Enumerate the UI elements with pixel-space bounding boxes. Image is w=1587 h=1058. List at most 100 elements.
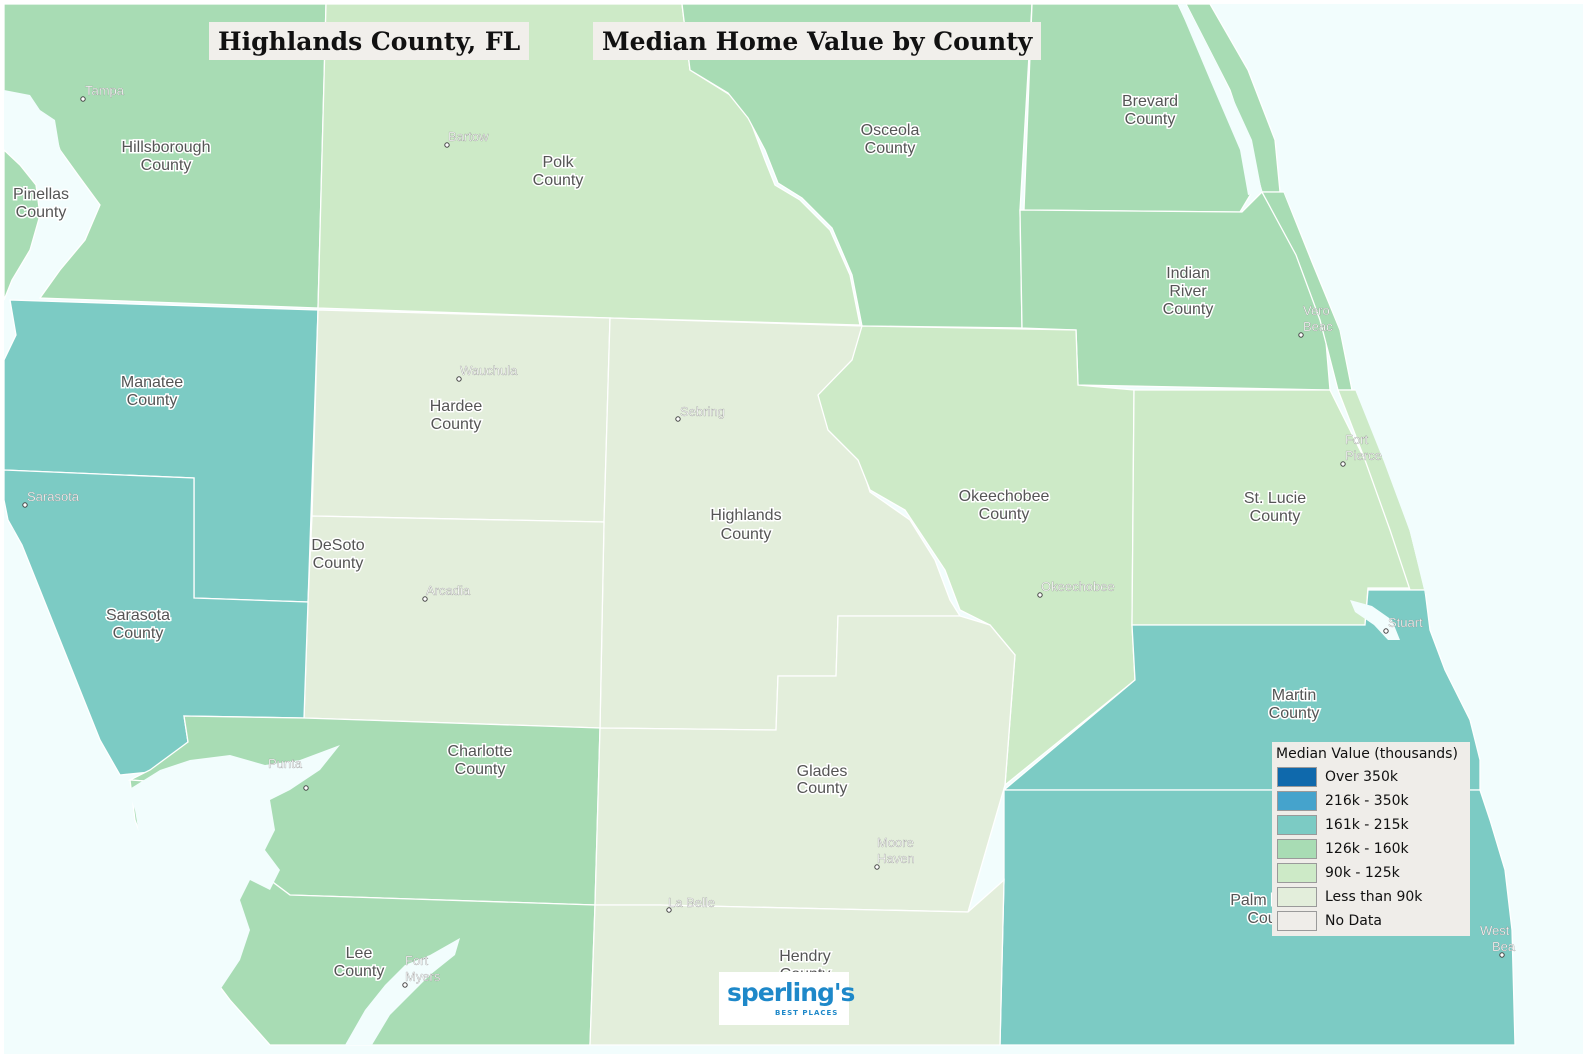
tampa-bay-water [4, 90, 95, 298]
city-marker-fort-pierce [1340, 461, 1346, 467]
city-label-fort-myers-1: Fort [405, 953, 429, 968]
label-indian-river-1: Indian [1166, 265, 1210, 282]
city-markers [22, 96, 1505, 988]
city-marker-sarasota [22, 502, 28, 508]
legend-swatch [1277, 839, 1317, 859]
label-hillsborough-1: Hillsborough [122, 139, 211, 156]
city-label-vero-2: Beac [1303, 319, 1333, 334]
label-charlotte-1: Charlotte [448, 743, 513, 760]
legend-swatch [1277, 887, 1317, 907]
county-martin[interactable] [1002, 589, 1481, 791]
city-marker-west-palm [1499, 952, 1505, 958]
legend-label: 216k - 350k [1325, 793, 1409, 809]
label-okeechobee-2: County [979, 506, 1030, 523]
legend-title: Median Value (thousands) [1276, 746, 1458, 762]
label-indian-river-3: County [1163, 301, 1214, 318]
legend-label: Over 350k [1325, 769, 1398, 785]
legend-swatch [1277, 911, 1317, 931]
label-osceola-1: Osceola [861, 122, 920, 139]
label-okeechobee-1: Okeechobee [959, 488, 1050, 505]
legend-label: 90k - 125k [1325, 865, 1400, 881]
city-marker-stuart [1383, 628, 1389, 634]
county-title-text: Highlands County, FL [218, 26, 521, 56]
city-labels: Tampa Bartow Wauchula Sebring Sarasota A… [27, 83, 1516, 984]
label-charlotte-2: County [455, 761, 506, 778]
legend-label: No Data [1325, 913, 1382, 929]
map-title: Median Home Value by County [593, 22, 1042, 60]
label-glades-1: Glades [797, 763, 848, 780]
city-label-sarasota: Sarasota [27, 489, 80, 504]
city-marker-moore-haven [874, 864, 880, 870]
sarasota-bay-water [4, 520, 100, 768]
label-highlands-2: County [721, 526, 772, 543]
city-label-tampa: Tampa [85, 83, 125, 98]
label-brevard-2: County [1125, 111, 1176, 128]
label-desoto-2: County [313, 555, 364, 572]
legend-item: 126k - 160k [1277, 838, 1409, 860]
city-marker-sebring [675, 416, 681, 422]
label-hardee-1: Hardee [430, 398, 483, 415]
city-label-la-belle: La Belle [668, 895, 715, 910]
logo-brand: sperling's [727, 978, 855, 1007]
label-manatee-2: County [127, 392, 178, 409]
legend-item: Over 350k [1277, 766, 1398, 788]
city-label-arcadia: Arcadia [426, 583, 471, 598]
label-desoto-1: DeSoto [311, 537, 364, 554]
legend-item: No Data [1277, 910, 1382, 932]
label-palm-beach-2: Cou [1247, 910, 1276, 927]
caloosahatchee-water [345, 938, 460, 1045]
legend-item: 161k - 215k [1277, 814, 1409, 836]
legend-swatch [1277, 767, 1317, 787]
city-label-moore-haven-1: Moore [877, 835, 914, 850]
label-sarasota-1: Sarasota [106, 607, 170, 624]
label-hillsborough-2: County [141, 157, 192, 174]
label-manatee-1: Manatee [121, 374, 183, 391]
logo-tagline: BEST PLACES [775, 1009, 839, 1017]
county-labels: Hillsborough County Pinellas County Polk… [11, 92, 1320, 985]
label-indian-river-2: River [1169, 283, 1207, 300]
county-hendry[interactable] [589, 878, 1005, 1046]
city-label-punta-gorda: Punta [268, 756, 303, 771]
legend-label: Less than 90k [1325, 889, 1423, 905]
label-sarasota-2: County [113, 625, 164, 642]
label-pinellas-2: County [16, 204, 67, 221]
lagoon-water-south [1356, 392, 1432, 594]
city-label-west-palm-1: West [1480, 923, 1510, 938]
label-st-lucie-2: County [1250, 508, 1301, 525]
city-label-sebring: Sebring [680, 404, 725, 419]
label-martin-1: Martin [1272, 687, 1316, 704]
city-marker-tampa [80, 96, 86, 102]
label-lee-1: Lee [346, 945, 373, 962]
city-marker-punta-gorda [303, 785, 309, 791]
label-martin-2: County [1269, 705, 1320, 722]
county-title: Highlands County, FL [209, 22, 530, 60]
city-label-vero-1: Vero [1303, 303, 1330, 318]
legend-label: 161k - 215k [1325, 817, 1409, 833]
legend-swatch [1277, 863, 1317, 883]
label-hendry-1: Hendry [779, 948, 831, 965]
legend-label: 126k - 160k [1325, 841, 1409, 857]
city-label-moore-haven-2: Haven [877, 851, 915, 866]
city-marker-arcadia [422, 596, 428, 602]
county-pinellas[interactable] [3, 148, 41, 301]
label-pinellas-1: Pinellas [13, 186, 69, 203]
legend: Median Value (thousands) Over 350k 216k … [1272, 742, 1470, 936]
sperlings-logo[interactable]: sperling's BEST PLACES [719, 972, 855, 1025]
legend-swatch [1277, 815, 1317, 835]
county-sarasota[interactable] [3, 469, 309, 776]
label-brevard-1: Brevard [1122, 93, 1178, 110]
label-osceola-2: County [865, 140, 916, 157]
legend-item: 90k - 125k [1277, 862, 1400, 884]
label-st-lucie-1: St. Lucie [1244, 490, 1306, 507]
label-glades-2: County [797, 780, 848, 797]
legend-swatch [1277, 791, 1317, 811]
lagoon-water-mid [1284, 192, 1364, 392]
label-lee-2: County [334, 963, 385, 980]
city-label-okeechobee: Okeechobee [1041, 579, 1115, 594]
city-label-fort-myers-2: Myers [405, 969, 441, 984]
lagoon-water-north [1178, 4, 1262, 195]
label-polk-1: Polk [542, 154, 574, 171]
legend-item: Less than 90k [1277, 886, 1422, 908]
city-label-bartow: Bartow [448, 129, 489, 144]
